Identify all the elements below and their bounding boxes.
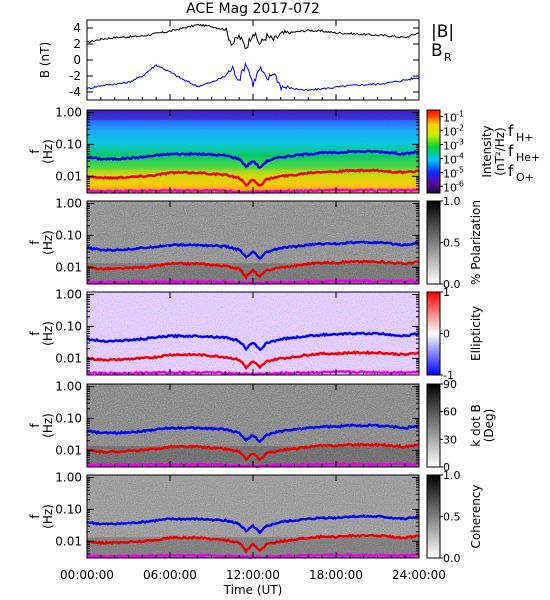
overlay-f_He+-intensity (86, 168, 420, 188)
legend-He+-main: f (508, 142, 514, 160)
b-panel-frame (86, 19, 420, 101)
colorbar-tick-label: 0 (443, 328, 450, 341)
colorbar-tick-label: 0.5 (443, 511, 461, 524)
polarization-colorbar (426, 200, 441, 285)
colorbar-tick-label: -1 (443, 369, 454, 382)
overlay-f_He+-ellipticity (86, 350, 420, 371)
colorbar-tick-exponent: -4 (456, 151, 464, 160)
y-tick-label: 0.10 (55, 502, 82, 516)
colorbar-label-unit: (Deg) (482, 409, 496, 443)
colorbar-tick-exponent: -2 (456, 124, 464, 133)
overlay-f_He+-polarization (86, 259, 419, 280)
colorbar-tick-label: 10 (443, 181, 457, 194)
y-tick-label: 0.01 (55, 534, 82, 548)
overlay-f_H+-polarization (86, 240, 419, 260)
hz-axis-label: (Hz) (41, 230, 55, 255)
legend-H+-main: f (508, 122, 514, 140)
intensity-colorbar (426, 109, 441, 194)
colorbar-label: k dot B (469, 404, 483, 446)
colorbar-tick-label: 10 (443, 153, 457, 166)
y-tick-label: 0.01 (55, 443, 82, 457)
y-tick-label: 1.00 (55, 197, 82, 211)
f-axis-label: f (28, 240, 42, 245)
colorbar-tick-label: 90 (443, 378, 457, 391)
x-tick-label: 24:00:00 (392, 568, 446, 582)
legend-b-total: |B| (431, 22, 454, 42)
legend-b-r: B (431, 41, 443, 61)
hz-axis-label: (Hz) (41, 413, 55, 438)
y-tick-label: -4 (69, 85, 81, 99)
f-axis-label: f (28, 149, 42, 154)
chart-title: ACE Mag 2017-072 (186, 1, 320, 17)
y-tick-label: 0.01 (55, 260, 82, 274)
f-axis-label: f (28, 514, 42, 519)
x-tick-label: 18:00:00 (309, 568, 363, 582)
y-tick-label: 4 (73, 21, 81, 35)
f-axis-label: f (28, 331, 42, 336)
colorbar-tick-exponent: -6 (456, 179, 464, 188)
colorbar-tick-label: 0.0 (443, 552, 461, 565)
y-tick-label: 0 (73, 53, 81, 67)
colorbar-tick-label: 10 (443, 140, 457, 153)
colorbar-tick-label: 10 (443, 167, 457, 180)
colorbar-tick-label: 0.0 (443, 278, 461, 291)
x-tick-label: 06:00:00 (143, 568, 197, 582)
y-tick-label: 1.00 (55, 471, 82, 485)
overlay-f_H+-coherency (86, 514, 420, 535)
f-axis-label: f (28, 423, 42, 428)
legend-b-r-sub: R (444, 51, 452, 64)
series-line-1 (86, 61, 420, 92)
kdotb-colorbar (426, 383, 441, 468)
colorbar-tick-label: 10 (443, 112, 457, 125)
y-tick-label: 1.00 (55, 380, 82, 394)
colorbar-tick-exponent: -3 (456, 138, 464, 147)
overlay-f_H+-ellipticity (86, 331, 420, 352)
y-tick-label: -2 (69, 69, 81, 83)
b-panel-ylabel: B (nT) (38, 42, 52, 78)
overlay-f_H+-kdotb (86, 423, 420, 444)
colorbar-label-unit: (nT²/Hz) (493, 127, 507, 175)
colorbar-label: Coherency (469, 484, 483, 548)
colorbar-tick-label: 1 (443, 286, 450, 299)
colorbar-tick-label: 60 (443, 406, 457, 419)
overlay-f_He+-coherency (86, 533, 420, 554)
legend-H+-sub: H+ (516, 131, 534, 144)
hz-axis-label: (Hz) (41, 504, 55, 529)
y-tick-label: 2 (73, 37, 81, 51)
x-axis-label: Time (UT) (223, 583, 283, 597)
y-tick-label: 0.01 (55, 169, 82, 183)
colorbar-label: % Polarization (469, 200, 483, 285)
colorbar-tick-label: 0.5 (443, 237, 461, 250)
y-tick-label: 0.10 (55, 228, 82, 242)
overlay-f_H+-intensity (86, 149, 420, 169)
colorbar-tick-exponent: -1 (456, 110, 464, 119)
hz-axis-label: (Hz) (41, 321, 55, 346)
x-tick-label: 12:00:00 (226, 568, 280, 582)
hz-axis-label: (Hz) (41, 139, 55, 164)
colorbar-tick-label: 30 (443, 433, 457, 446)
legend-O+-main: f (508, 162, 514, 180)
series-line-0 (86, 23, 420, 50)
colorbar-tick-label: 1.0 (443, 195, 461, 208)
overlay-f_He+-kdotb (86, 442, 419, 461)
y-tick-label: 0.10 (55, 411, 82, 425)
colorbar-label: Ellipticity (469, 306, 483, 361)
y-tick-label: 1.00 (55, 288, 82, 302)
y-tick-label: 1.00 (55, 106, 82, 120)
y-tick-label: 0.10 (55, 319, 82, 333)
legend-He+-sub: He+ (516, 151, 540, 164)
colorbar-tick-label: 0 (443, 461, 450, 474)
colorbar-tick-label: 1.0 (443, 469, 461, 482)
x-tick-label: 00:00:00 (60, 568, 114, 582)
ellipticity-colorbar (426, 291, 441, 376)
y-tick-label: 0.01 (55, 351, 82, 365)
coherency-colorbar (426, 474, 441, 559)
y-tick-label: 0.10 (55, 137, 82, 151)
colorbar-tick-label: 10 (443, 126, 457, 139)
colorbar-tick-exponent: -5 (456, 165, 464, 174)
legend-O+-sub: O+ (516, 171, 534, 184)
colorbar-label: Intensity (480, 125, 494, 177)
